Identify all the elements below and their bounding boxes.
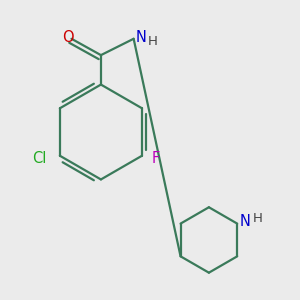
Text: N: N (135, 30, 146, 45)
Text: F: F (152, 152, 160, 166)
Text: H: H (147, 34, 157, 48)
Text: O: O (62, 30, 74, 45)
Text: Cl: Cl (32, 152, 47, 166)
Text: H: H (253, 212, 263, 225)
Text: N: N (240, 214, 251, 230)
